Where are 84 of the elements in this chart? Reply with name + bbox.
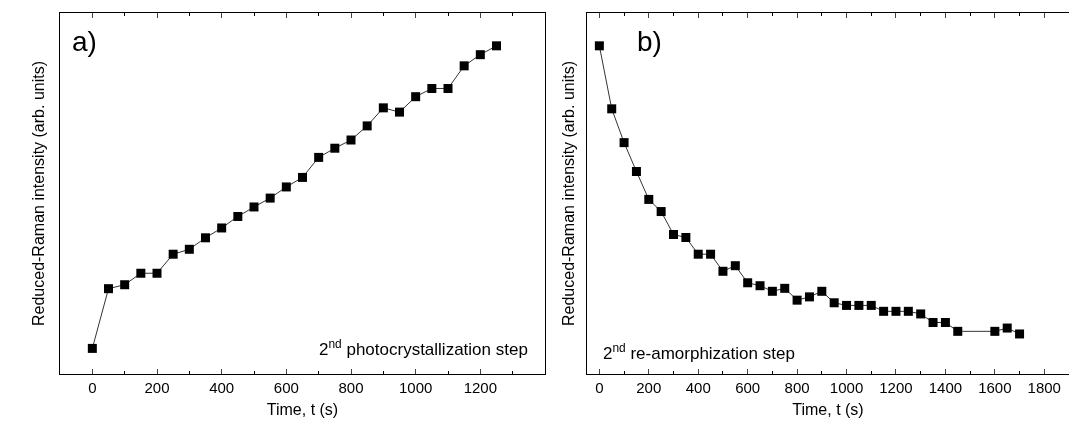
point — [443, 83, 453, 93]
point — [136, 268, 146, 278]
point — [184, 244, 194, 254]
x-tick-label: 1400 — [928, 379, 963, 397]
point — [459, 61, 469, 71]
point — [120, 280, 130, 290]
point — [804, 292, 814, 302]
annotation: 2$^{nd}$ photocrystallization step — [319, 337, 528, 360]
point — [330, 143, 340, 153]
point — [681, 232, 691, 242]
point — [233, 211, 243, 221]
point — [755, 281, 765, 291]
point — [249, 202, 259, 212]
point — [656, 207, 666, 217]
y-axis-title: Reduced-Raman intensity (arb. units) — [560, 60, 577, 327]
point — [104, 284, 113, 294]
annotation: 2$^{nd}$ re-amorphization step — [603, 341, 795, 364]
point — [619, 138, 629, 148]
x-tick-label: 400 — [209, 379, 235, 397]
point — [217, 223, 227, 233]
point — [953, 326, 963, 336]
x-tick-label: 800 — [784, 379, 810, 397]
x-tick-label: 600 — [735, 379, 761, 397]
x-tick-label: 0 — [88, 379, 97, 397]
annotation: b) — [637, 26, 662, 57]
x-tick-label: 1200 — [879, 379, 913, 397]
point — [990, 326, 1000, 336]
x-tick-label: 400 — [685, 379, 711, 397]
point — [1002, 323, 1012, 333]
point — [201, 233, 210, 243]
point — [669, 230, 679, 240]
x-tick-label: 200 — [636, 379, 662, 397]
point — [411, 92, 421, 102]
point — [743, 278, 753, 288]
x-tick-label: 1600 — [978, 379, 1012, 397]
point — [730, 261, 740, 271]
point — [298, 172, 307, 182]
point — [940, 317, 950, 327]
point — [631, 167, 641, 177]
point — [842, 300, 852, 310]
y-axis-title: Reduced-Raman intensity (arb. units) — [29, 60, 47, 327]
point — [87, 343, 97, 353]
point — [346, 135, 356, 145]
point — [916, 309, 926, 319]
point — [152, 268, 162, 278]
point — [607, 104, 617, 114]
x-tick-label: 600 — [273, 379, 299, 397]
annotation: a) — [72, 26, 97, 57]
point — [879, 306, 889, 316]
point — [928, 317, 938, 327]
x-tick-label: 1800 — [1027, 379, 1061, 397]
point — [281, 182, 291, 192]
point — [265, 193, 275, 203]
point — [891, 306, 901, 316]
point — [693, 249, 703, 259]
x-tick-label: 800 — [338, 379, 364, 397]
point — [594, 41, 604, 51]
point — [1015, 329, 1025, 339]
point — [644, 194, 654, 204]
x-axis-title: Time, t (s) — [266, 400, 339, 418]
point — [395, 107, 404, 117]
point — [706, 249, 716, 259]
point — [378, 103, 388, 113]
x-tick-label: 0 — [595, 379, 604, 397]
x-tick-label: 1000 — [829, 379, 864, 397]
x-tick-label: 200 — [144, 379, 170, 397]
x-tick-label: 1000 — [398, 379, 433, 397]
point — [492, 41, 501, 51]
point — [362, 121, 372, 131]
point — [903, 306, 913, 316]
point — [718, 266, 728, 276]
point — [475, 50, 485, 60]
x-axis-title: Time, t (s) — [792, 400, 864, 418]
point — [314, 152, 324, 162]
point — [168, 249, 178, 259]
point — [427, 83, 437, 93]
point — [854, 300, 864, 310]
point — [866, 300, 876, 310]
point — [780, 283, 790, 293]
point — [817, 286, 827, 296]
x-tick-label: 1200 — [463, 379, 498, 397]
point — [767, 286, 777, 296]
point — [829, 298, 839, 308]
point — [792, 295, 802, 305]
